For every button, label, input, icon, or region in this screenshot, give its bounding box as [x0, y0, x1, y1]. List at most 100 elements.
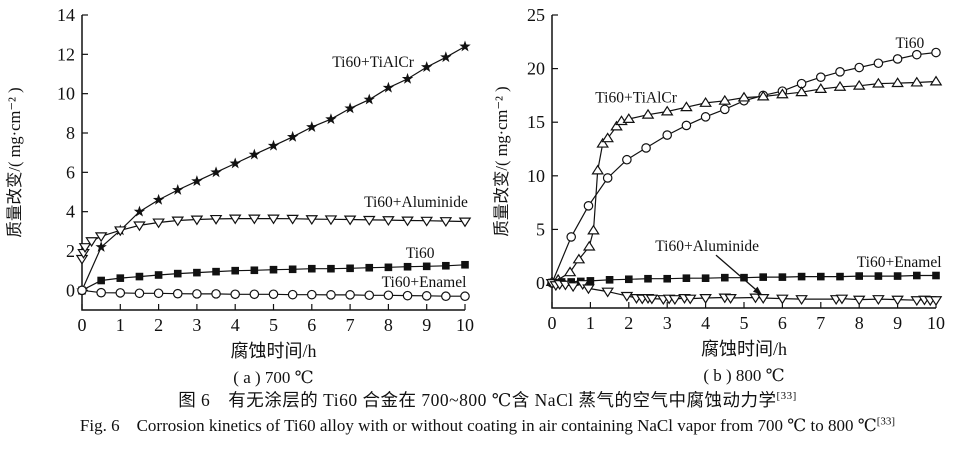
marker-triangle-up-open [872, 77, 885, 88]
marker-star-filled [191, 175, 203, 187]
marker-circle-open [460, 291, 470, 302]
y-axis-tick-label: 0 [66, 280, 75, 300]
marker-star-filled [229, 157, 241, 169]
marker-triangle-down-open [458, 217, 472, 228]
marker-triangle-down-open [133, 221, 146, 232]
x-axis-tick-label: 7 [346, 315, 355, 335]
y-axis-tick-label: 10 [527, 166, 545, 186]
marker-circle-open [815, 72, 826, 82]
marker-circle-open [383, 290, 394, 301]
x-axis-tick-label: 4 [231, 315, 240, 335]
marker-triangle-up-open [610, 120, 623, 131]
marker-circle-open [96, 287, 106, 298]
marker-square-filled [701, 274, 710, 282]
marker-triangle-up-open [910, 76, 924, 87]
marker-triangle-down-open [645, 294, 659, 305]
marker-triangle-down-open [152, 218, 165, 229]
marker-circle-open [268, 289, 279, 300]
marker-triangle-down-open [852, 295, 866, 306]
marker-triangle-down-open [75, 254, 89, 265]
marker-triangle-down-open [439, 217, 453, 228]
figure-panels: 0 1 2 3 4 5 6 7 8 9 10 0 2 4 6 8 10 12 14 腐蚀时间/h 质量改变/( mg·c… [0, 0, 945, 388]
marker-triangle-up-open [718, 94, 732, 105]
marker-square-filled [154, 271, 163, 279]
x-axis-tick-label: 8 [855, 313, 864, 333]
marker-square-filled [874, 272, 883, 280]
marker-square-filled [269, 265, 278, 274]
marker-square-filled [384, 263, 393, 272]
marker-circle-open [854, 62, 864, 73]
marker-star-filled [172, 184, 184, 195]
marker-triangle-up-open [596, 137, 609, 148]
marker-square-filled [663, 274, 671, 283]
x-axis-tick-label: 6 [307, 315, 316, 335]
marker-triangle-up-open [582, 240, 596, 251]
marker-triangle-down-open [171, 216, 185, 227]
x-axis-tick-label: 5 [740, 313, 749, 333]
marker-triangle-down-open [929, 296, 943, 307]
x-axis-tick-label: 10 [456, 315, 474, 335]
marker-triangle-up-open [852, 79, 866, 90]
x-axis-tick-label: 0 [548, 313, 557, 333]
y-axis-tick-label: 14 [57, 5, 75, 25]
marker-triangle-up-open [699, 96, 712, 107]
x-axis-tick-label: 0 [78, 315, 87, 335]
marker-circle-open [115, 288, 126, 298]
marker-square-filled [212, 267, 220, 276]
chart-panel-a: 0 1 2 3 4 5 6 7 8 9 10 0 2 4 6 8 10 12 14 腐蚀时间/h 质量改变/( mg·c… [0, 0, 487, 388]
y-axis-title: 质量改变/( mg·cm⁻² ) [492, 86, 511, 236]
marker-triangle-down-open [620, 291, 634, 302]
y-axis-tick-label: 6 [66, 162, 75, 182]
marker-square-filled [442, 261, 450, 270]
x-axis-title: 腐蚀时间/h [701, 339, 787, 359]
panel-subcaption: ( a ) 700 ℃ [233, 368, 313, 387]
marker-square-filled [365, 263, 374, 272]
marker-star-filled [306, 121, 318, 132]
marker-star-filled [440, 51, 452, 63]
marker-circle-open [700, 112, 711, 122]
marker-triangle-up-open [833, 80, 847, 91]
marker-triangle-down-open [699, 294, 712, 304]
series-label-Ti60: Ti60 [896, 35, 925, 52]
x-axis-tick-label: 6 [778, 313, 787, 333]
marker-circle-open [153, 288, 164, 299]
marker-triangle-down-open [190, 215, 204, 226]
marker-square-filled [250, 266, 259, 275]
figure-caption-zh: 图 6 有无涂层的 Ti60 合金在 700~800 ℃含 NaCl 蒸气的空气… [0, 389, 975, 412]
marker-square-filled [193, 268, 201, 277]
marker-circle-open [641, 143, 651, 153]
marker-circle-open [306, 289, 317, 300]
figure-caption-en: Fig. 6 Corrosion kinetics of Ti60 alloy … [0, 412, 975, 439]
y-axis-tick-label: 8 [66, 123, 75, 143]
marker-circle-open [249, 289, 260, 300]
marker-square-filled [422, 262, 431, 271]
marker-circle-open [287, 289, 298, 300]
marker-square-filled [682, 274, 691, 282]
marker-circle-open [421, 291, 432, 301]
y-axis-tick-label: 5 [536, 219, 545, 239]
marker-square-filled [135, 272, 144, 281]
marker-triangle-down-open [776, 294, 789, 305]
x-axis-tick-label: 3 [192, 315, 201, 335]
marker-triangle-up-open [929, 75, 943, 86]
marker-square-filled [586, 277, 595, 285]
marker-triangle-down-open [795, 295, 808, 306]
y-axis-tick-label: 25 [527, 5, 545, 25]
marker-triangle-down-open [401, 216, 414, 227]
marker-square-filled [403, 262, 412, 271]
marker-triangle-up-open [601, 132, 614, 143]
marker-square-filled [759, 273, 767, 281]
marker-triangle-down-open [420, 216, 433, 227]
marker-triangle-down-open [382, 216, 395, 227]
marker-triangle-up-open [795, 86, 808, 97]
marker-triangle-up-open [660, 105, 674, 116]
marker-circle-open [662, 130, 672, 140]
x-axis-tick-label: 7 [816, 313, 825, 333]
marker-star-filled [152, 193, 165, 205]
marker-triangle-down-open [872, 295, 885, 306]
marker-circle-open [402, 290, 413, 301]
marker-triangle-down-open [228, 214, 242, 225]
marker-square-filled [116, 274, 125, 282]
marker-square-filled [932, 271, 940, 280]
y-axis-tick-label: 4 [66, 202, 75, 222]
